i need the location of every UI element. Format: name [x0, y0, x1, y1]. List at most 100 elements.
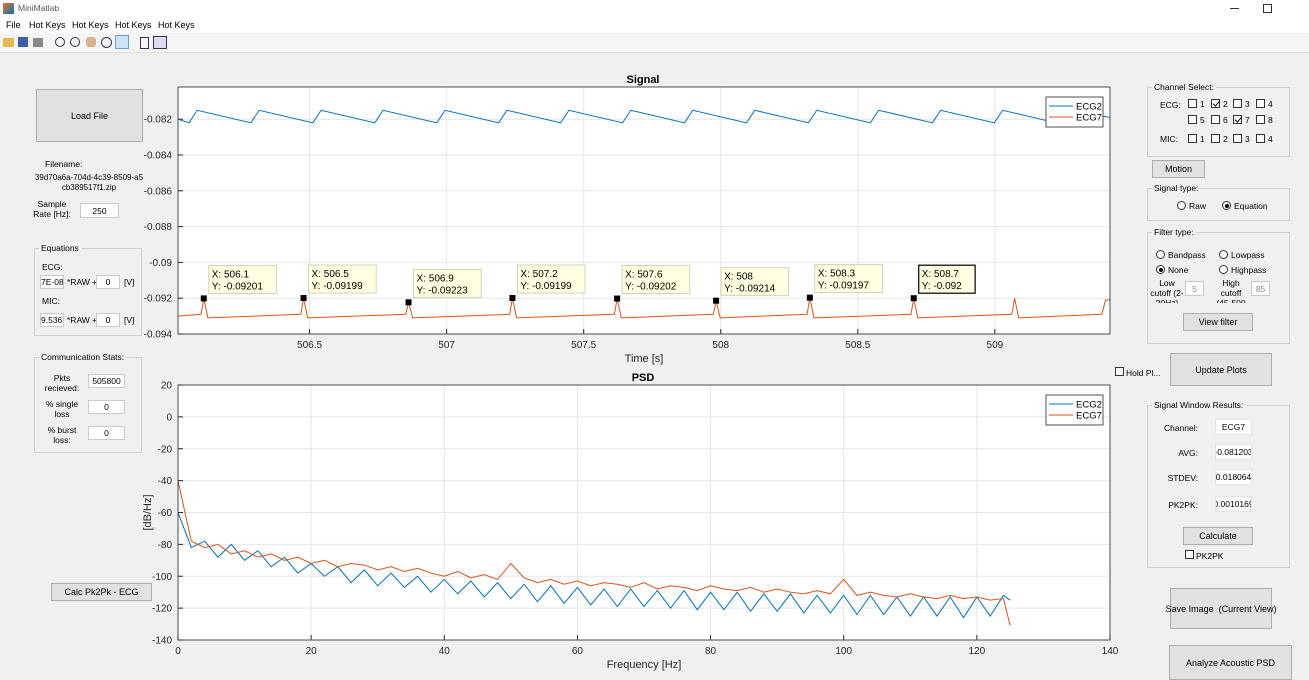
- ecg-offset-input[interactable]: 0: [96, 275, 120, 289]
- toolbar: [0, 33, 1309, 53]
- rotate-icon[interactable]: [101, 37, 112, 48]
- stat-value: 505800: [88, 374, 125, 388]
- signal-type-radio[interactable]: [1222, 201, 1231, 210]
- equations-panel: Equations: [34, 243, 142, 336]
- sample-rate-label: Sample Rate [Hz]:: [33, 199, 71, 219]
- print-icon[interactable]: [33, 38, 43, 47]
- minimize-button[interactable]: [1230, 8, 1239, 9]
- view-filter-button[interactable]: View filter: [1183, 313, 1253, 331]
- motion-button[interactable]: Motion: [1152, 160, 1205, 178]
- menu-item[interactable]: File: [6, 20, 21, 30]
- legend-icon[interactable]: [153, 36, 167, 49]
- data-tip-text: Y: -0.09199: [312, 281, 364, 292]
- legend-label: ECG2: [1076, 102, 1102, 113]
- results-panel: Signal Window Results:: [1147, 400, 1290, 568]
- x-axis-label: Frequency [Hz]: [607, 659, 682, 671]
- data-cursor-icon[interactable]: [115, 35, 129, 49]
- data-tip-text: X: 506.5: [312, 269, 350, 280]
- data-tip-box: [517, 264, 586, 294]
- data-tip-text: Y: -0.09214: [724, 284, 776, 295]
- ecg-channel-label: 2: [1223, 99, 1228, 109]
- series-line: [178, 512, 1011, 619]
- panel-title: Channel Select:: [1152, 82, 1217, 92]
- analyze-psd-button[interactable]: Analyze Acoustic PSD: [1169, 645, 1292, 680]
- title-bar: [0, 0, 1309, 17]
- ecg-channel-checkbox[interactable]: [1233, 115, 1242, 124]
- x-tick-label: 508: [712, 340, 729, 351]
- panel-title: Communication Stats:: [39, 352, 127, 362]
- menu-item[interactable]: Hot Keys: [115, 20, 152, 30]
- y-tick-label: -0.094: [144, 330, 173, 341]
- ecg-channel-checkbox[interactable]: [1188, 99, 1197, 108]
- mic-channel-label: 2: [1223, 134, 1228, 144]
- open-icon[interactable]: [3, 38, 14, 47]
- x-tick-label: 140: [1102, 646, 1119, 657]
- data-tip-text: Y: -0.09223: [417, 285, 469, 296]
- mic-channel-checkbox[interactable]: [1233, 134, 1242, 143]
- save-icon[interactable]: [18, 37, 28, 47]
- mic-channel-checkbox[interactable]: [1188, 134, 1197, 143]
- y-tick-label: -0.092: [144, 294, 173, 305]
- restore-button[interactable]: [1263, 4, 1272, 13]
- calc-pk2pk-button[interactable]: Calc Pk2Pk - ECG: [51, 583, 152, 601]
- filter-type-radio[interactable]: [1156, 265, 1165, 274]
- colorbar-icon[interactable]: [140, 37, 149, 49]
- mic-offset-input[interactable]: 0: [96, 313, 120, 327]
- sample-rate-input[interactable]: 250: [80, 203, 119, 218]
- ecg-channel-checkbox[interactable]: [1256, 99, 1265, 108]
- ecg-channel-checkbox[interactable]: [1211, 115, 1220, 124]
- data-tip-text: Y: -0.092: [922, 281, 962, 292]
- high-cutoff-input[interactable]: 85: [1251, 281, 1270, 296]
- pk2pk-checkbox[interactable]: [1185, 550, 1194, 559]
- menu-item[interactable]: Hot Keys: [72, 20, 109, 30]
- series-line: [178, 109, 1110, 124]
- ecg-channel-label: ECG:: [1160, 100, 1181, 110]
- low-cutoff-input[interactable]: 5: [1185, 281, 1204, 296]
- data-tip-text: Y: -0.09197: [818, 281, 870, 292]
- data-tip-marker: [713, 297, 720, 304]
- data-tip-marker: [200, 295, 207, 302]
- data-tip-box: [814, 264, 883, 294]
- high-cutoff-label: High cutoff (45-500: [1216, 278, 1246, 303]
- ecg-channel-checkbox[interactable]: [1211, 99, 1220, 108]
- zoom-in-icon[interactable]: [55, 37, 65, 47]
- load-file-button[interactable]: Load File: [36, 89, 143, 142]
- result-value: ECG7: [1215, 419, 1252, 435]
- menu-item[interactable]: Hot Keys: [158, 20, 195, 30]
- hold-plot-label: Hold Pl...: [1126, 368, 1161, 378]
- result-value: 0.0010169: [1215, 496, 1252, 512]
- result-value: -0.081203: [1215, 444, 1252, 460]
- mic-gain-input[interactable]: 9.5367: [40, 313, 64, 327]
- save-image-button[interactable]: Save Image (Current View): [1166, 588, 1276, 629]
- mic-channel-checkbox[interactable]: [1211, 134, 1220, 143]
- update-plots-button[interactable]: Update Plots: [1170, 353, 1272, 386]
- signal-type-radio[interactable]: [1177, 201, 1186, 210]
- x-tick-label: 509: [987, 340, 1004, 351]
- mic-channel-label: 4: [1268, 134, 1273, 144]
- pan-icon[interactable]: [86, 37, 96, 47]
- panel-title: Filter type:: [1152, 227, 1196, 237]
- ecg-channel-checkbox[interactable]: [1256, 115, 1265, 124]
- x-tick-label: 80: [705, 646, 717, 657]
- ecg-channel-label: 1: [1200, 99, 1205, 109]
- filter-type-radio[interactable]: [1219, 265, 1228, 274]
- filter-type-radio[interactable]: [1219, 250, 1228, 259]
- data-tip-text: X: 506.9: [417, 273, 455, 284]
- menu-bar: [0, 17, 1309, 33]
- filename-label: Filename:: [45, 159, 83, 169]
- menu-item[interactable]: Hot Keys: [29, 20, 66, 30]
- calculate-button[interactable]: Calculate: [1183, 527, 1253, 545]
- filter-type-radio[interactable]: [1156, 250, 1165, 259]
- zoom-out-icon[interactable]: [70, 37, 80, 47]
- ecg-channel-checkbox[interactable]: [1233, 99, 1242, 108]
- ecg-gain-input[interactable]: 7E-08: [40, 275, 64, 289]
- hold-plot-checkbox[interactable]: [1115, 367, 1124, 376]
- legend-label: ECG7: [1076, 411, 1102, 422]
- signal-type-panel: Signal type:: [1147, 183, 1290, 221]
- plot-area: [178, 87, 1110, 334]
- mic-channel-checkbox[interactable]: [1256, 134, 1265, 143]
- data-tip-marker: [509, 295, 516, 302]
- chart-title: PSD: [632, 372, 655, 384]
- ecg-channel-checkbox[interactable]: [1188, 115, 1197, 124]
